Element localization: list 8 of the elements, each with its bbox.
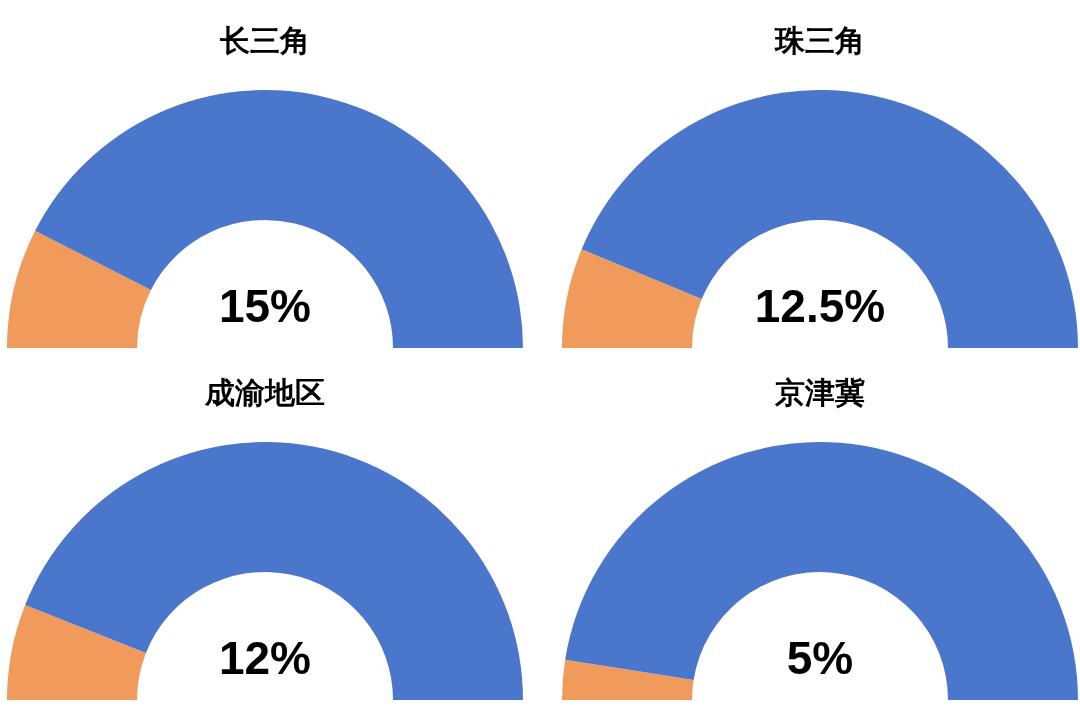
- text: 15%: [218, 280, 312, 333]
- text: 5%: [786, 632, 854, 685]
- chart-title: 长三角: [219, 22, 310, 58]
- chart-title: 成渝地区: [204, 374, 325, 410]
- chart-title: 京津冀: [774, 374, 865, 410]
- text: 12.5%: [754, 280, 886, 333]
- chart-title: 珠三角: [774, 22, 865, 58]
- text: 12%: [218, 632, 312, 685]
